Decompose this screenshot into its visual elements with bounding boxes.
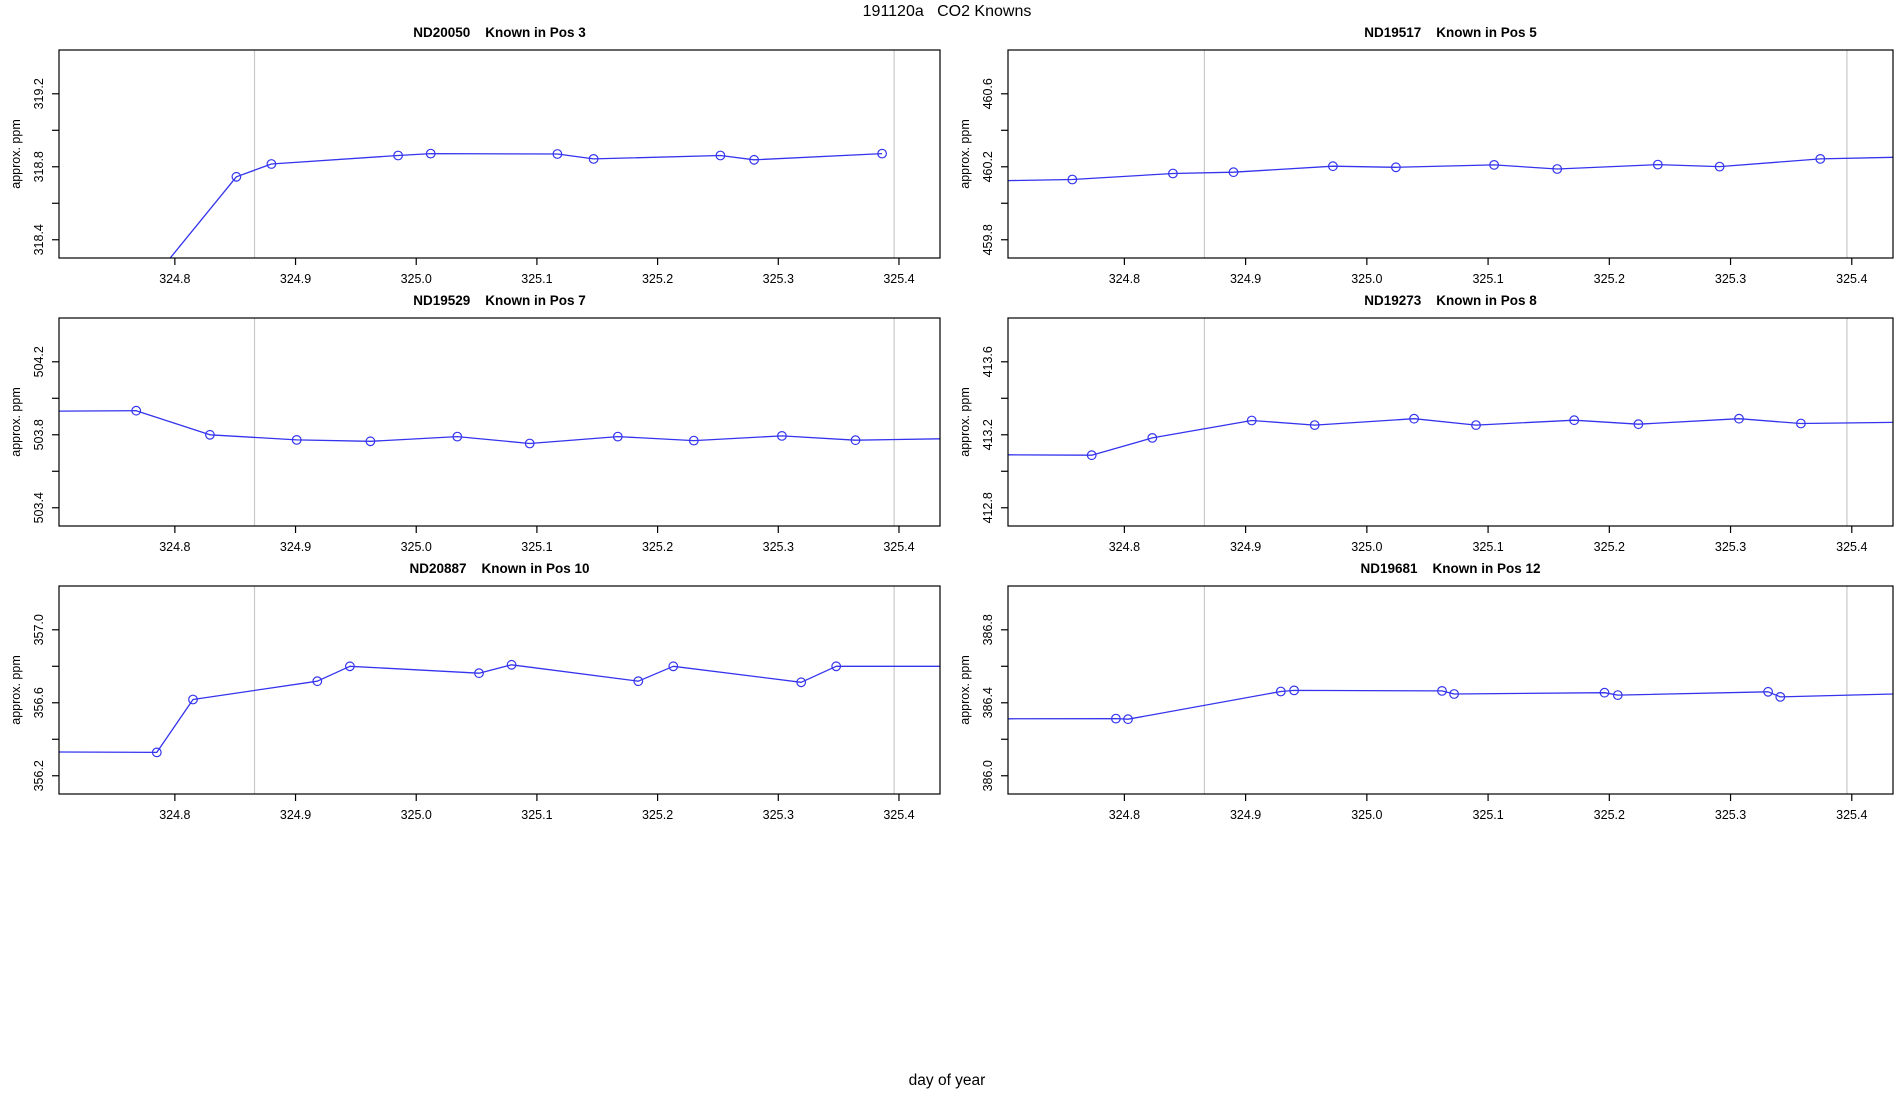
svg-text:325.4: 325.4 [1836, 272, 1867, 286]
svg-text:325.0: 325.0 [1351, 540, 1382, 554]
svg-text:413.6: 413.6 [981, 346, 995, 377]
svg-text:325.2: 325.2 [1594, 540, 1625, 554]
svg-text:357.0: 357.0 [32, 614, 46, 645]
svg-text:325.3: 325.3 [763, 808, 794, 822]
svg-text:386.0: 386.0 [981, 760, 995, 791]
svg-text:386.8: 386.8 [981, 614, 995, 645]
svg-text:325.2: 325.2 [1594, 808, 1625, 822]
svg-text:503.8: 503.8 [32, 419, 46, 450]
svg-text:325.3: 325.3 [763, 272, 794, 286]
y-axis-title: approx. ppm [958, 655, 972, 725]
svg-text:324.8: 324.8 [159, 540, 190, 554]
svg-text:325.4: 325.4 [883, 540, 914, 554]
svg-text:325.0: 325.0 [401, 540, 432, 554]
svg-text:386.4: 386.4 [981, 687, 995, 718]
svg-text:413.2: 413.2 [981, 419, 995, 450]
subplot-title-nd19529: ND19529 Known in Pos 7 [413, 293, 586, 308]
subplot-title-nd19681: ND19681 Known in Pos 12 [1360, 561, 1541, 576]
svg-text:325.4: 325.4 [1836, 540, 1867, 554]
svg-text:325.2: 325.2 [642, 272, 673, 286]
svg-text:325.1: 325.1 [521, 808, 552, 822]
svg-text:325.4: 325.4 [883, 272, 914, 286]
svg-text:325.1: 325.1 [1472, 272, 1503, 286]
svg-text:460.2: 460.2 [981, 151, 995, 182]
x-axis-title: day of year [908, 1072, 986, 1089]
svg-text:325.2: 325.2 [1594, 272, 1625, 286]
svg-text:325.0: 325.0 [401, 808, 432, 822]
svg-text:504.2: 504.2 [32, 346, 46, 377]
svg-text:412.8: 412.8 [981, 492, 995, 523]
svg-text:325.0: 325.0 [1351, 808, 1382, 822]
svg-text:325.2: 325.2 [642, 808, 673, 822]
svg-text:318.4: 318.4 [32, 224, 46, 255]
svg-text:325.3: 325.3 [1715, 540, 1746, 554]
svg-text:324.8: 324.8 [1109, 540, 1140, 554]
svg-text:324.9: 324.9 [1230, 540, 1261, 554]
svg-text:325.1: 325.1 [1472, 808, 1503, 822]
svg-text:325.1: 325.1 [1472, 540, 1503, 554]
subplot-title-nd19517: ND19517 Known in Pos 5 [1364, 25, 1537, 40]
svg-text:324.9: 324.9 [1230, 808, 1261, 822]
y-axis-title: approx. ppm [9, 119, 23, 189]
svg-text:324.9: 324.9 [280, 272, 311, 286]
svg-text:324.8: 324.8 [1109, 272, 1140, 286]
svg-text:324.8: 324.8 [159, 272, 190, 286]
svg-text:324.9: 324.9 [280, 808, 311, 822]
svg-text:325.1: 325.1 [521, 540, 552, 554]
svg-text:325.1: 325.1 [521, 272, 552, 286]
svg-text:459.8: 459.8 [981, 224, 995, 255]
svg-text:356.6: 356.6 [32, 687, 46, 718]
y-axis-title: approx. ppm [958, 387, 972, 457]
svg-text:318.8: 318.8 [32, 151, 46, 182]
y-axis-title: approx. ppm [9, 655, 23, 725]
svg-text:325.3: 325.3 [1715, 808, 1746, 822]
svg-text:356.2: 356.2 [32, 760, 46, 791]
svg-text:325.2: 325.2 [642, 540, 673, 554]
subplot-title-nd20050: ND20050 Known in Pos 3 [413, 25, 586, 40]
svg-text:324.8: 324.8 [1109, 808, 1140, 822]
svg-text:325.3: 325.3 [1715, 272, 1746, 286]
svg-text:324.9: 324.9 [1230, 272, 1261, 286]
svg-text:324.8: 324.8 [159, 808, 190, 822]
y-axis-title: approx. ppm [958, 119, 972, 189]
svg-text:325.0: 325.0 [1351, 272, 1382, 286]
svg-text:503.4: 503.4 [32, 492, 46, 523]
figure-title: 191120a CO2 Knowns [862, 3, 1032, 20]
svg-text:325.4: 325.4 [883, 808, 914, 822]
svg-text:325.4: 325.4 [1836, 808, 1867, 822]
svg-text:325.0: 325.0 [401, 272, 432, 286]
subplot-title-nd19273: ND19273 Known in Pos 8 [1364, 293, 1537, 308]
svg-text:460.6: 460.6 [981, 78, 995, 109]
svg-text:319.2: 319.2 [32, 78, 46, 109]
y-axis-title: approx. ppm [9, 387, 23, 457]
svg-text:324.9: 324.9 [280, 540, 311, 554]
subplot-title-nd20887: ND20887 Known in Pos 10 [409, 561, 590, 576]
svg-text:325.3: 325.3 [763, 540, 794, 554]
